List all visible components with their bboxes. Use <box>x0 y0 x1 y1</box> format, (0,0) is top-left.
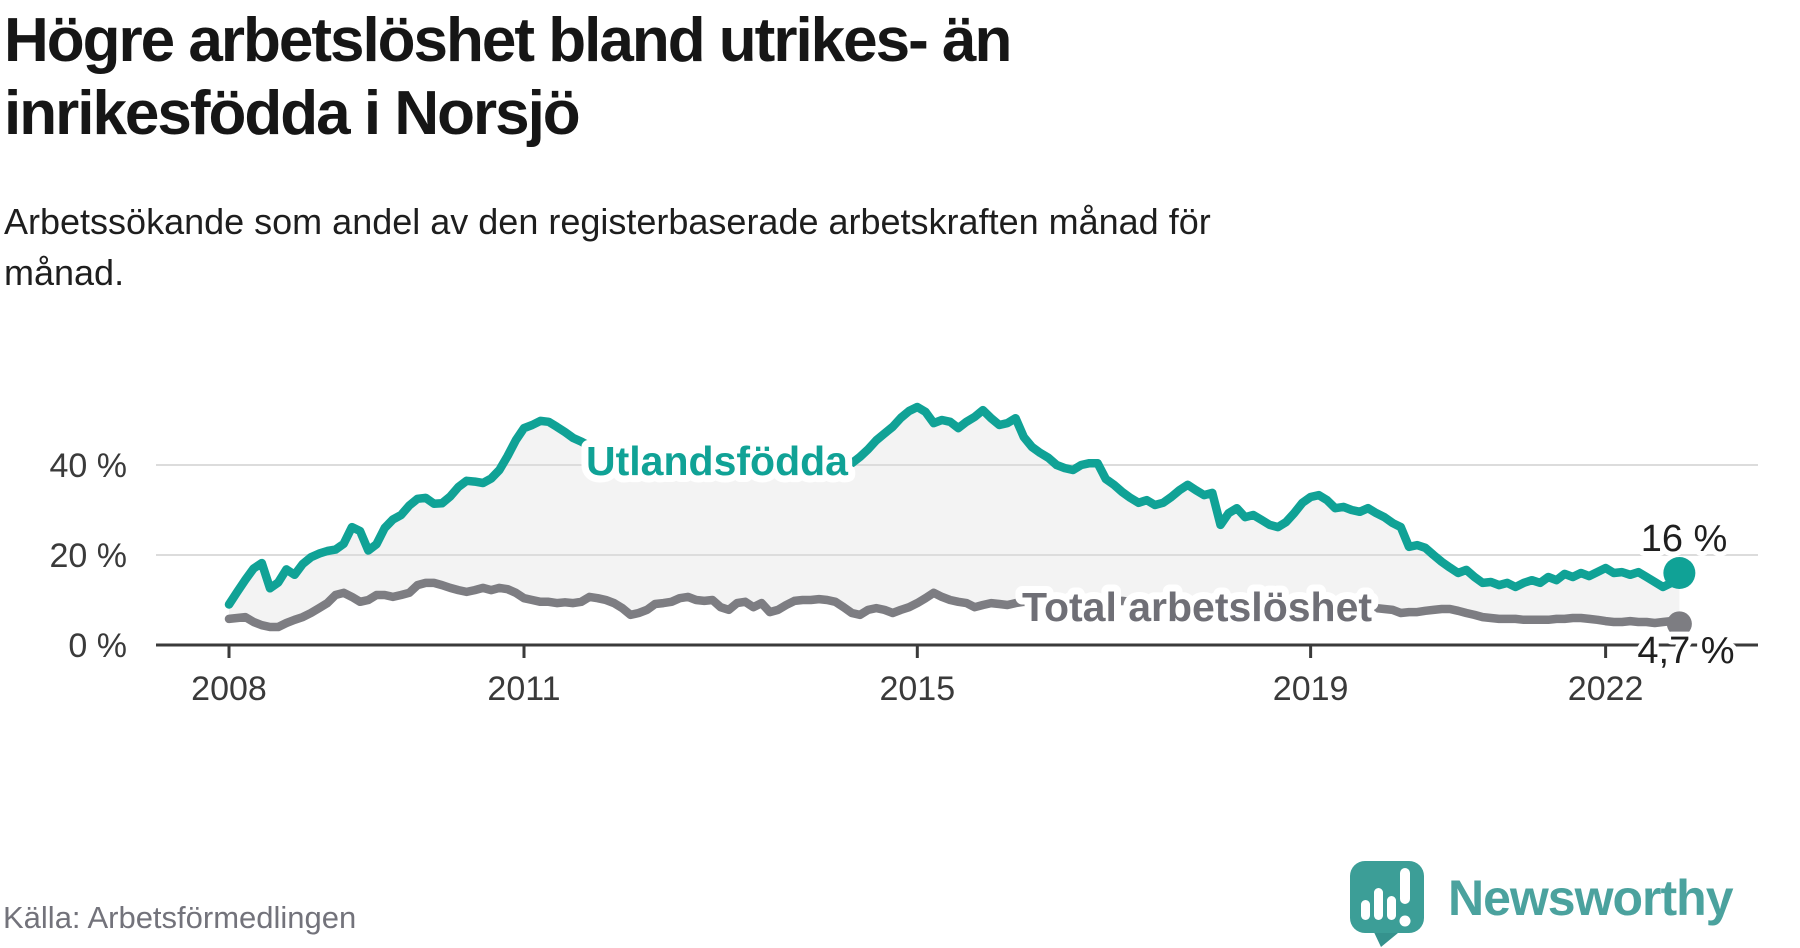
y-tick-label-20: 20 % <box>50 537 128 575</box>
subtitle-line-2: månad. <box>4 252 125 293</box>
series-lines <box>224 402 1684 632</box>
end-dots <box>1663 557 1696 637</box>
logo-bubble <box>1350 861 1424 933</box>
brand-wordmark: Newsworthy <box>1448 870 1734 926</box>
line-utlandsfodda <box>224 402 1684 609</box>
x-tick-label-2019: 2019 <box>1273 670 1349 708</box>
x-axis: 2008 2011 2015 2019 2022 0 % 20 % 40 % <box>50 447 1758 708</box>
subtitle-line-1: Arbetssökande som andel av den registerb… <box>4 201 1211 242</box>
logo-bar-2 <box>1374 888 1383 920</box>
logo-bar-1 <box>1361 900 1370 920</box>
area-between-series <box>229 407 1680 627</box>
x-tick-label-2015: 2015 <box>879 670 955 708</box>
end-dot-total <box>1666 611 1692 637</box>
source-attribution: Källa: Arbetsförmedlingen <box>3 900 357 935</box>
logo-bar-3 <box>1387 896 1396 920</box>
title-line-2: inrikesfödda i Norsjö <box>4 79 581 148</box>
logo-exclamation-dot <box>1399 915 1411 927</box>
x-tick-label-2011: 2011 <box>487 670 560 708</box>
newsworthy-logo-icon <box>1350 861 1424 947</box>
page-title: Högre arbetslöshet bland utrikes- än inri… <box>4 4 1764 150</box>
gridlines <box>156 464 1758 556</box>
y-tick-label-0: 0 % <box>68 627 127 665</box>
end-value-label-total: 4,7 % <box>1637 630 1734 672</box>
x-tick-label-2008: 2008 <box>191 670 267 708</box>
x-tick-label-2022: 2022 <box>1568 670 1644 708</box>
line-total-arbetsloshet <box>224 578 1684 632</box>
chart-subtitle: Arbetssökande som andel av den registerb… <box>4 196 1704 298</box>
logo-exclamation-bar <box>1400 868 1410 904</box>
newsworthy-logo: Newsworthy <box>1350 861 1735 947</box>
y-tick-label-40: 40 % <box>50 447 128 485</box>
series-label-utlandsfodda: Utlandsfödda <box>586 438 849 484</box>
series-label-total-arbetsloshet: Total arbetslöshet <box>1022 584 1372 630</box>
end-dot-utlandsfodda <box>1663 557 1696 589</box>
title-line-1: Högre arbetslöshet bland utrikes- än <box>4 6 1012 75</box>
fill-between-series <box>229 407 1680 627</box>
end-value-label-utlandsfodda: 16 % <box>1641 518 1728 560</box>
